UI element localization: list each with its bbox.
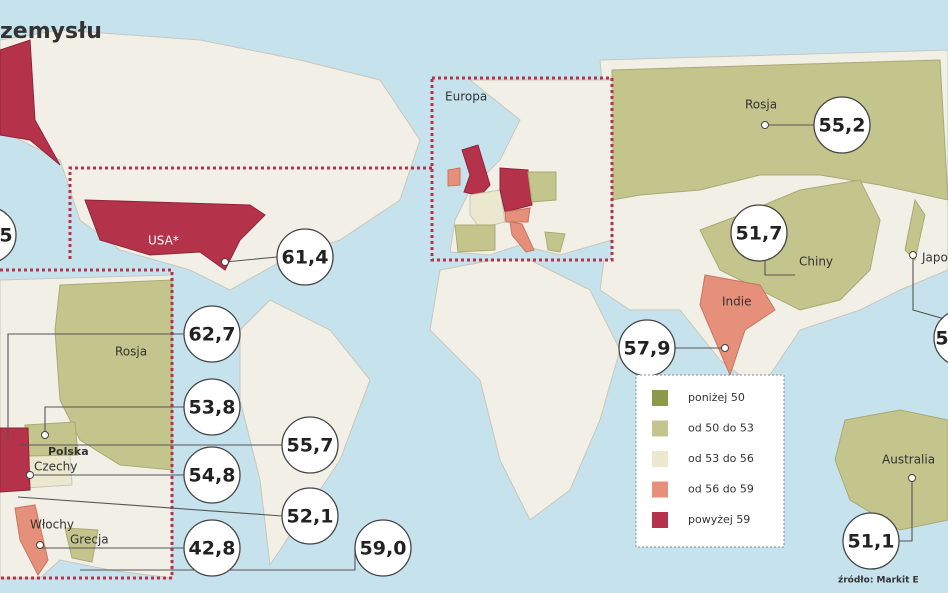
point	[36, 541, 44, 549]
legend-label: od 50 do 53	[688, 422, 754, 435]
usa	[84, 199, 266, 271]
value: 5	[935, 328, 948, 350]
value: 42,8	[189, 538, 236, 560]
leader	[80, 548, 356, 571]
region-label: Włochy	[30, 518, 74, 532]
value: 51,7	[736, 223, 783, 245]
leaders	[7, 121, 948, 571]
title: zemysłu	[0, 19, 102, 44]
point	[761, 121, 769, 129]
legend: poniżej 50 od 50 do 53 od 53 do 56 od 56 do…	[635, 374, 785, 548]
leader	[899, 478, 913, 542]
value: 57,9	[624, 338, 671, 360]
legend-swatch	[652, 451, 668, 467]
value: 54,8	[189, 465, 236, 487]
bubble	[183, 305, 241, 363]
legend-swatch	[652, 512, 668, 528]
germany	[499, 167, 533, 213]
legend-swatch	[652, 481, 668, 498]
greece	[544, 231, 566, 253]
bubble	[933, 313, 948, 363]
region-label: Japo	[921, 251, 948, 265]
leader	[764, 255, 795, 276]
poland	[527, 171, 557, 203]
region-label: Czechy	[34, 460, 77, 474]
region-label: Polska	[48, 445, 89, 458]
legend-label: od 53 do 56	[688, 452, 754, 465]
region-label: Australia	[882, 453, 935, 467]
source: źródło: Markit E	[838, 575, 919, 586]
france	[469, 189, 506, 229]
australia	[834, 409, 948, 531]
leader	[17, 496, 283, 517]
region-label: Chiny	[799, 255, 833, 269]
left-frame	[0, 268, 174, 580]
legend-swatch	[652, 390, 668, 406]
legend-label: od 56 do 59	[688, 483, 754, 496]
alaska	[0, 39, 61, 166]
leader	[224, 256, 278, 263]
leader	[912, 255, 948, 321]
region-label: Rosja	[115, 345, 147, 359]
russia	[611, 59, 948, 201]
bubble	[730, 204, 788, 262]
bubble	[276, 228, 334, 286]
ireland	[447, 167, 461, 187]
leader	[7, 333, 184, 440]
value: 59,0	[360, 538, 407, 560]
inset-russia	[54, 279, 173, 471]
region-label: Rosja	[745, 98, 777, 112]
inset-germany	[0, 427, 31, 493]
point	[908, 474, 916, 482]
bubble	[354, 519, 412, 577]
value: 61,4	[282, 247, 329, 269]
region-label: Indie	[722, 295, 751, 309]
bubble	[281, 487, 339, 545]
region-label: USA*	[148, 234, 179, 248]
point	[26, 471, 34, 479]
value: 55,2	[819, 115, 866, 137]
bubble	[183, 378, 241, 436]
bubble	[842, 512, 900, 570]
region-label: Europa	[445, 90, 487, 104]
value: 62,7	[189, 324, 236, 346]
legend-label: powyżej 59	[688, 513, 750, 526]
bubble	[813, 96, 871, 154]
bubble	[183, 519, 241, 577]
region-label: Grecja	[70, 533, 109, 547]
usa-frame	[68, 166, 432, 262]
inset-italy	[14, 504, 49, 576]
point	[909, 251, 917, 259]
value: 5	[0, 225, 13, 247]
value: 53,8	[189, 397, 236, 419]
bubble	[281, 416, 339, 474]
point	[221, 258, 229, 266]
bubble	[0, 208, 17, 262]
japan	[904, 198, 926, 261]
value: 55,7	[287, 435, 334, 457]
point	[721, 344, 729, 352]
leader	[44, 406, 184, 435]
point	[41, 431, 49, 439]
legend-swatch	[652, 420, 668, 437]
value: 51,1	[848, 531, 895, 553]
italy	[509, 221, 535, 253]
austria	[504, 207, 531, 223]
legend-label: poniżej 50	[688, 391, 745, 404]
bubble	[183, 446, 241, 504]
india	[699, 274, 776, 377]
bubbles: 5 61,4 62,7 53,8 55,7 54,8 52,1 42,8 59,…	[0, 96, 948, 577]
africa	[429, 254, 621, 521]
value: 52,1	[287, 506, 334, 528]
spain	[454, 224, 496, 253]
